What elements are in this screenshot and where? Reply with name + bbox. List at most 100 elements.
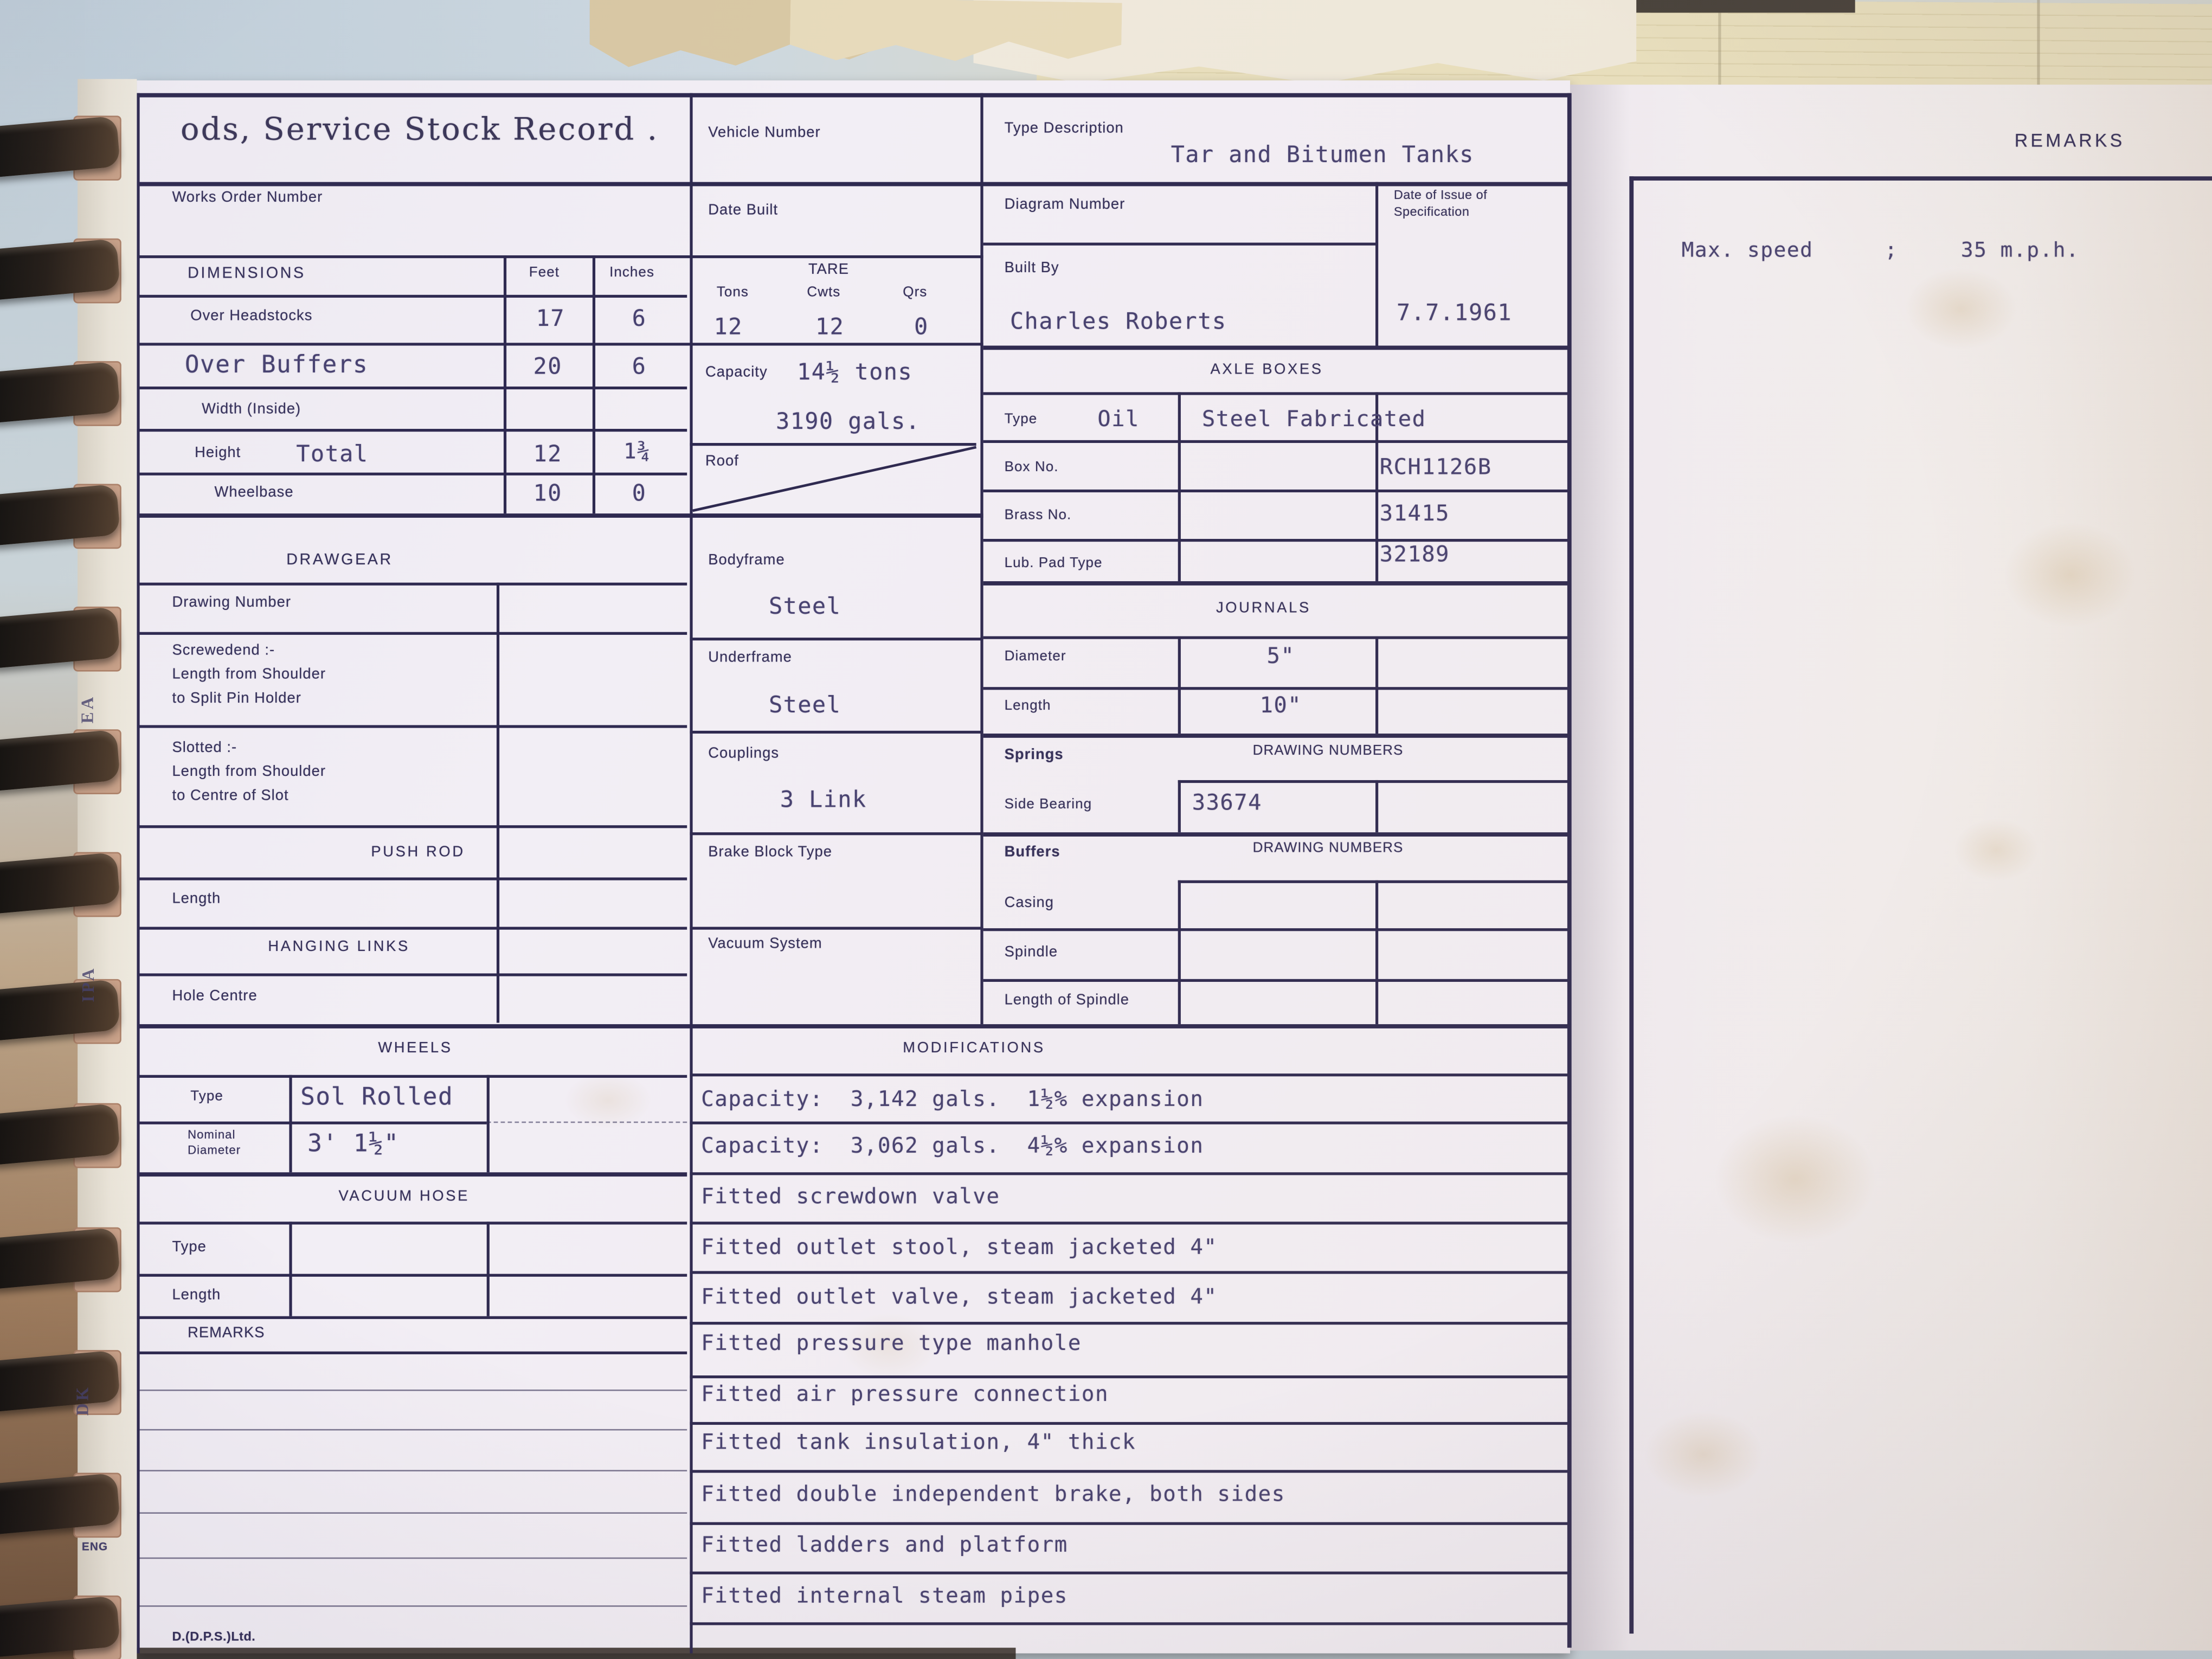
over-buffers-feet: 20 (533, 352, 562, 380)
lub-pad-value: 32189 (1379, 542, 1450, 568)
side-bearing-value: 33674 (1192, 790, 1262, 815)
date-of-issue-label2: Specification (1393, 204, 1470, 219)
hole-centre-label: Hole Centre (172, 987, 258, 1005)
vacuum-hose-heading: VACUUM HOSE (338, 1187, 470, 1205)
box-no-label: Box No. (1004, 460, 1059, 475)
height-typed-value: Total (296, 440, 369, 467)
height-inches: 1¾ (623, 439, 651, 465)
date-of-issue-label: Date of Issue of (1393, 188, 1488, 202)
wheel-type-value: Sol Rolled (300, 1083, 454, 1112)
built-by-label: Built By (1004, 259, 1059, 276)
wheelbase-inches: 0 (632, 479, 647, 507)
axle-boxes-heading: AXLE BOXES (1210, 361, 1323, 378)
modification-line: Fitted pressure type manhole (701, 1330, 1082, 1356)
box-no-value: RCH1126B (1379, 454, 1492, 480)
screwedend-label3: to Split Pin Holder (172, 690, 301, 707)
bodyframe-label: Bodyframe (708, 551, 785, 569)
casing-label: Casing (1004, 894, 1054, 911)
built-by-value: Charles Roberts (1010, 307, 1227, 335)
axle-type-label: Type (1004, 411, 1038, 428)
tons-label: Tons (716, 285, 749, 301)
left-remarks-heading: REMARKS (188, 1324, 265, 1342)
date-built-label: Date Built (708, 202, 779, 219)
modification-line: Fitted ladders and platform (701, 1532, 1068, 1558)
spine-stamp: EA (77, 694, 98, 724)
axle-type-value: Oil (1097, 406, 1140, 432)
wheelbase-label: Wheelbase (214, 484, 294, 501)
modification-line: Capacity: 3,142 gals. 1½% expansion (701, 1086, 1204, 1112)
width-inside-label: Width (Inside) (202, 400, 301, 418)
buffers-drawing-numbers-label: DRAWING NUMBERS (1252, 840, 1404, 857)
page-title: ods, Service Stock Record . (181, 113, 659, 149)
max-speed-separator: ; (1885, 240, 1898, 262)
modifications-heading: MODIFICATIONS (903, 1039, 1045, 1057)
nominal-diameter-label: Nominal (188, 1127, 236, 1142)
capacity-tons-value: 14½ tons (797, 358, 913, 385)
bodyframe-value: Steel (769, 592, 841, 620)
works-order-number-label: Works Order Number (172, 189, 323, 206)
journal-length-value: 10" (1259, 692, 1302, 718)
capacity-label: Capacity (705, 364, 768, 381)
over-buffers-label: Over Buffers (184, 351, 369, 380)
slotted-label2: Length from Shoulder (172, 763, 326, 780)
drawing-number-label: Drawing Number (172, 594, 292, 611)
date-of-issue-value: 7.7.1961 (1397, 299, 1513, 326)
diagram-number-label: Diagram Number (1004, 196, 1126, 213)
brass-no-label: Brass No. (1004, 507, 1072, 524)
axle-type-value2: Steel Fabricated (1201, 406, 1426, 432)
couplings-label: Couplings (708, 744, 780, 762)
couplings-value: 3 Link (780, 786, 867, 813)
spine-stamp: DK (73, 1384, 93, 1416)
push-rod-length-label: Length (172, 890, 221, 908)
journals-heading: JOURNALS (1216, 599, 1311, 617)
hanging-links-heading: HANGING LINKS (268, 938, 410, 955)
underframe-label: Underframe (708, 648, 792, 666)
over-buffers-inches: 6 (632, 352, 647, 380)
tare-cwts-value: 12 (815, 313, 845, 340)
vacuum-system-label: Vacuum System (708, 935, 822, 953)
modification-line: Fitted tank insulation, 4" thick (701, 1429, 1136, 1455)
drawgear-heading: DRAWGEAR (286, 551, 393, 569)
capacity-gals-value: 3190 gals. (776, 407, 921, 435)
underframe-value: Steel (769, 691, 841, 718)
screwedend-label2: Length from Shoulder (172, 666, 326, 683)
nominal-diameter-value: 3' 1½" (307, 1130, 400, 1159)
wheel-type-label: Type (190, 1089, 223, 1105)
brass-no-value: 31415 (1379, 500, 1450, 526)
dimensions-heading: DIMENSIONS (188, 265, 306, 282)
remarks-panel-heading: REMARKS (2014, 130, 2125, 151)
lub-pad-label: Lub. Pad Type (1004, 556, 1103, 571)
modification-line: Capacity: 3,062 gals. 4½% expansion (701, 1133, 1204, 1159)
modification-line: Fitted internal steam pipes (701, 1583, 1068, 1609)
vacuum-hose-length-label: Length (172, 1287, 221, 1304)
slotted-label3: to Centre of Slot (172, 787, 289, 805)
length-of-spindle-label: Length of Spindle (1004, 992, 1130, 1009)
brake-block-type-label: Brake Block Type (708, 844, 833, 861)
feet-column-label: Feet (529, 265, 560, 281)
journal-diameter-value: 5" (1266, 643, 1295, 669)
roof-label: Roof (705, 453, 739, 470)
max-speed-label: Max. speed (1681, 240, 1814, 262)
wheels-heading: WHEELS (378, 1039, 453, 1057)
roof-strike-line (692, 446, 977, 512)
springs-label: Springs (1004, 746, 1064, 763)
vehicle-number-label: Vehicle Number (708, 124, 821, 142)
tare-heading: TARE (808, 261, 849, 278)
record-card-left-page (137, 80, 1571, 1654)
page-gutter-shadow (1570, 85, 1630, 1651)
buffers-label: Buffers (1004, 844, 1060, 861)
type-description-label: Type Description (1004, 120, 1124, 137)
push-rod-heading: PUSH ROD (371, 844, 465, 861)
modification-line: Fitted air pressure connection (701, 1381, 1109, 1407)
spine-stamp: IPA (78, 966, 98, 1002)
type-description-value: Tar and Bitumen Tanks (1171, 141, 1474, 168)
over-headstocks-label: Over Headstocks (190, 307, 313, 325)
notepaper-crease-2 (2037, 0, 2040, 99)
record-card-right-page (1570, 85, 2212, 1651)
springs-drawing-numbers-label: DRAWING NUMBERS (1252, 743, 1404, 759)
tare-tons-value: 12 (713, 313, 743, 340)
notepaper-crease-1 (1718, 0, 1721, 96)
height-feet: 12 (533, 440, 562, 467)
cwts-label: Cwts (807, 285, 841, 301)
